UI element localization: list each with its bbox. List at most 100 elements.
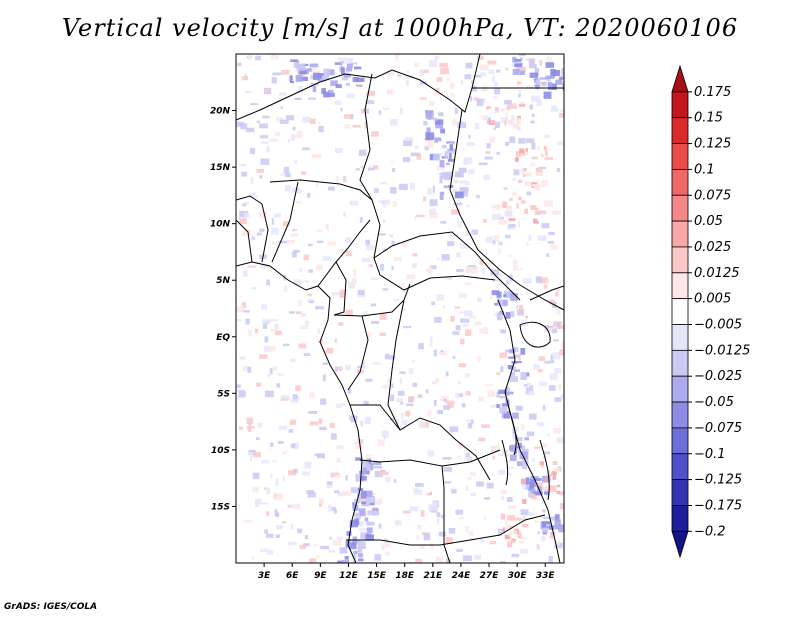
map-frame — [235, 53, 565, 564]
field-cell — [300, 325, 308, 329]
field-cell — [313, 154, 322, 159]
field-cell — [358, 558, 364, 562]
colorbar-label: −0.005 — [694, 318, 742, 333]
field-cell — [510, 525, 514, 529]
field-cell — [503, 187, 508, 190]
field-cell — [464, 74, 472, 80]
field-cell — [459, 293, 467, 298]
field-cell — [299, 544, 307, 549]
field-cell — [534, 68, 539, 76]
field-cell — [264, 336, 269, 343]
field-cell — [383, 202, 386, 208]
field-cell — [298, 343, 307, 349]
colorbar-label: −0.0125 — [694, 343, 750, 358]
field-cell — [304, 461, 312, 469]
field-cell — [519, 304, 523, 311]
field-cell — [343, 73, 351, 78]
field-cell — [350, 114, 354, 120]
field-cell — [444, 151, 448, 159]
field-cell — [242, 302, 247, 309]
field-cell — [316, 264, 323, 271]
field-cell — [346, 63, 353, 69]
field-cell — [341, 560, 349, 563]
field-cell — [322, 256, 332, 261]
field-cell — [507, 497, 513, 502]
field-cell — [510, 454, 517, 462]
field-cell — [497, 528, 504, 532]
field-cell — [416, 153, 422, 160]
field-cell — [515, 157, 519, 163]
field-cell — [445, 371, 449, 377]
field-cell — [507, 365, 513, 370]
field-cell — [239, 210, 248, 218]
field-cell — [240, 123, 248, 130]
field-cell — [381, 430, 389, 438]
field-cell — [254, 328, 259, 333]
field-cell — [352, 277, 357, 284]
field-cell — [450, 93, 456, 97]
x-tick-label: 12E — [339, 571, 359, 581]
field-cell — [308, 269, 313, 273]
field-cell — [353, 512, 360, 517]
field-cell — [333, 509, 337, 514]
field-cell — [484, 384, 493, 387]
field-cell — [303, 543, 310, 547]
field-cell — [482, 267, 486, 274]
field-cell — [316, 73, 325, 79]
field-cell — [518, 54, 526, 56]
field-cell — [520, 537, 528, 540]
field-cell — [488, 69, 494, 74]
field-cell — [460, 338, 465, 345]
field-cell — [510, 293, 518, 301]
field-cell — [549, 299, 555, 305]
field-cell — [358, 149, 367, 156]
field-cell — [434, 316, 442, 323]
field-cell — [336, 403, 342, 409]
field-cell — [262, 322, 268, 329]
field-cell — [560, 394, 564, 399]
field-cell — [469, 531, 474, 536]
field-cell — [361, 257, 370, 262]
field-cell — [440, 128, 446, 134]
field-cell — [504, 387, 510, 395]
field-cell — [408, 561, 418, 563]
field-cell — [510, 389, 513, 393]
field-cell — [382, 107, 390, 110]
field-cell — [270, 474, 273, 479]
field-cell — [389, 234, 394, 238]
field-cell — [430, 336, 433, 343]
field-cell — [470, 492, 476, 496]
field-cell — [479, 258, 484, 265]
field-cell — [544, 360, 552, 364]
field-cell — [448, 403, 454, 409]
field-cell — [507, 541, 513, 548]
field-cell — [554, 397, 562, 402]
field-cell — [330, 472, 340, 478]
field-cell — [435, 137, 442, 142]
field-cell — [448, 153, 452, 161]
field-cell — [239, 164, 247, 167]
field-cell — [551, 471, 557, 475]
field-cell — [533, 184, 541, 191]
field-cell — [307, 192, 311, 198]
field-cell — [274, 323, 279, 330]
field-cell — [417, 394, 423, 398]
field-cell — [464, 181, 470, 186]
field-cell — [377, 233, 386, 236]
lake-malawi — [539, 439, 550, 501]
field-cell — [238, 426, 243, 430]
field-cell — [537, 146, 540, 151]
field-cell — [262, 115, 270, 119]
field-cell — [524, 437, 529, 441]
x-tick-label: 27E — [480, 571, 500, 581]
field-cell — [350, 416, 357, 423]
field-cell — [457, 122, 466, 129]
field-cell — [518, 221, 521, 228]
field-cell — [459, 187, 469, 193]
field-cell — [552, 328, 558, 334]
colorbar-label: 0.0125 — [694, 266, 740, 281]
field-cell — [266, 487, 271, 495]
field-cell — [319, 498, 325, 504]
field-cell — [349, 566, 354, 569]
field-cell — [457, 455, 461, 459]
